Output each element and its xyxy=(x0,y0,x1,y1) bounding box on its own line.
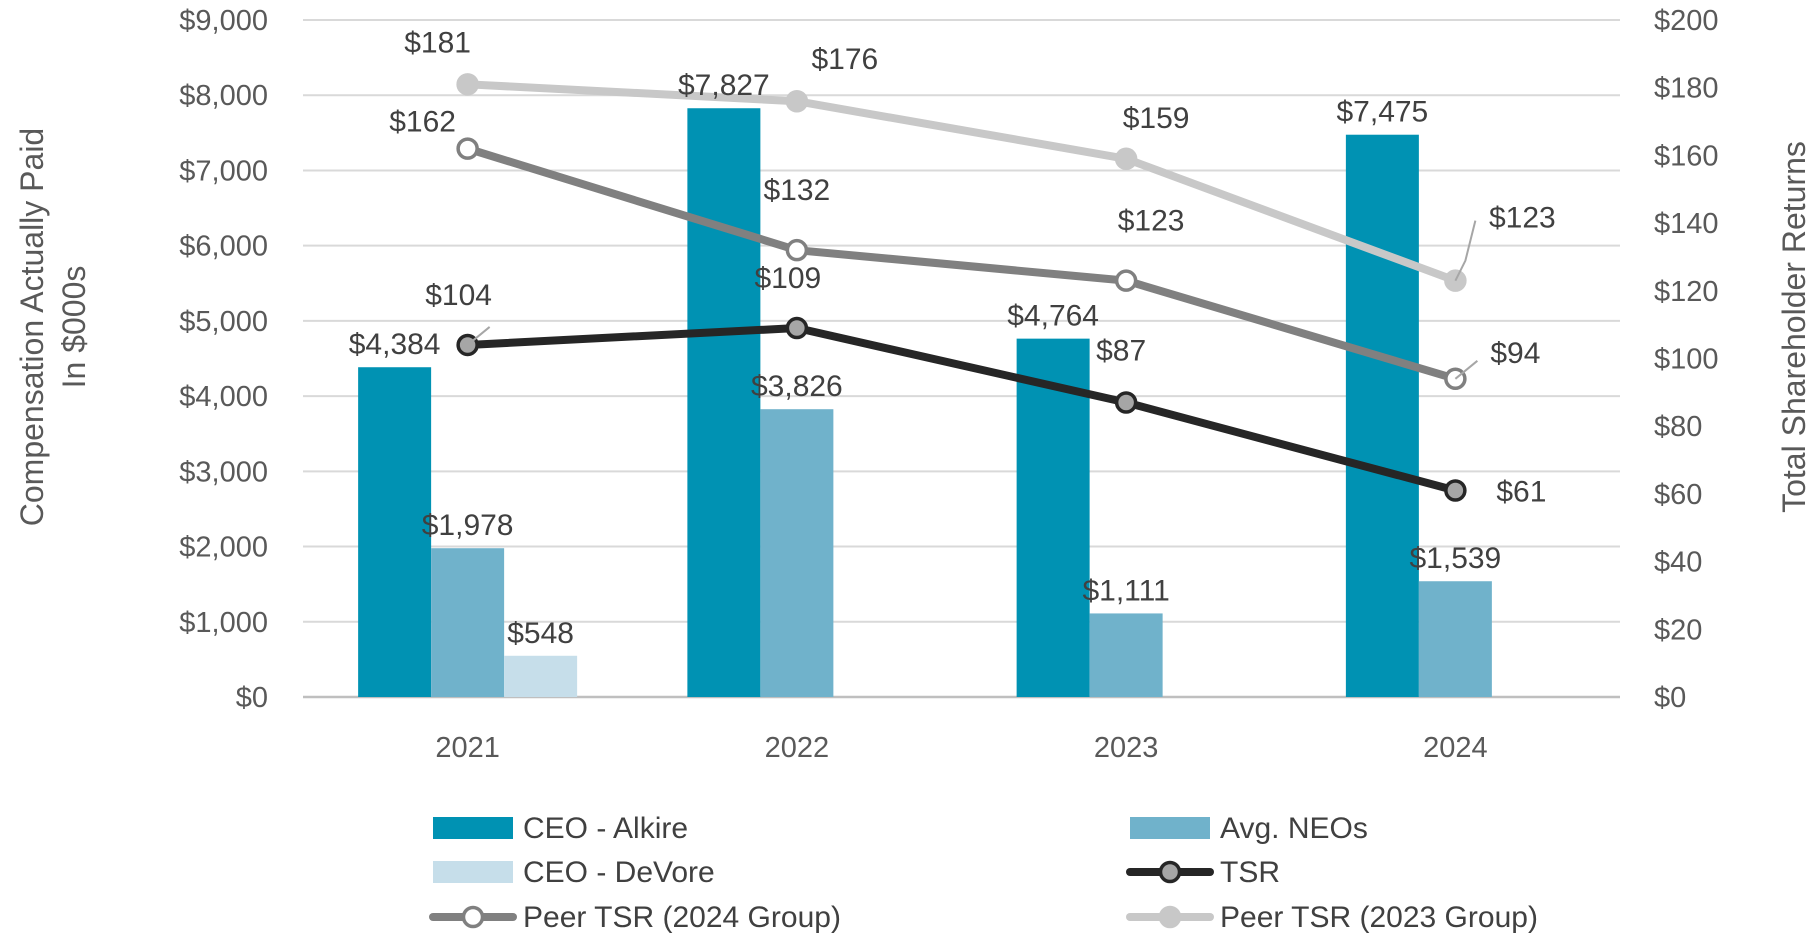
line-peer-tsr-2023-group xyxy=(463,80,1460,285)
line-label-peer-tsr-2024-group-2022: $132 xyxy=(764,174,831,207)
y-tick-label: $9,000 xyxy=(179,5,268,37)
line-label-peer-tsr-2024-group-2021: $162 xyxy=(389,106,456,139)
bar-ceo-alkire-2021 xyxy=(358,367,432,697)
data-labels: $4,384 $7,827 $4,764 $7,475 $1,978 $3,826 $1,1… xyxy=(349,26,1556,649)
marker-tsr-2022 xyxy=(785,316,809,340)
x-axis: 2021 2022 2023 2024 xyxy=(435,732,1487,764)
y-tick-label: $1,000 xyxy=(179,607,268,639)
marker-peer-tsr-2024-group-2022 xyxy=(785,238,809,262)
line-label-tsr-2023: $87 xyxy=(1096,335,1146,368)
bar-label-ceo-alkire-2023: $4,764 xyxy=(1007,300,1099,333)
line-label-tsr-2022: $109 xyxy=(755,262,822,295)
y-axis-title-line1: Compensation Actually Paid xyxy=(14,128,50,526)
legend-label-ceo-alkire: CEO - Alkire xyxy=(523,812,688,845)
bar-label-avg-neos-2022: $3,826 xyxy=(751,370,843,403)
bar-label-avg-neos-2023: $1,111 xyxy=(1082,574,1169,607)
bar-label-ceo-alkire-2021: $4,384 xyxy=(349,328,441,361)
line-label-peer-tsr-2023-group-2021: $181 xyxy=(404,26,471,59)
bars xyxy=(358,108,1492,698)
marker-tsr-2024 xyxy=(1444,479,1467,502)
leader-line xyxy=(1454,360,1479,380)
legend-label-peer-tsr-2023-group: Peer TSR (2023 Group) xyxy=(1220,901,1538,934)
bar-avg-neos-2024 xyxy=(1418,581,1492,697)
legend-swatch-ceo-devore xyxy=(433,861,513,883)
y2-tick-label: $100 xyxy=(1654,344,1719,376)
legend-marker-tsr xyxy=(1158,860,1182,884)
x-tick-label: 2023 xyxy=(1094,732,1159,764)
y-tick-label: $3,000 xyxy=(179,456,268,488)
y2-tick-label: $160 xyxy=(1654,140,1719,172)
y2-axis-title: Total Shareholder Returns xyxy=(1776,141,1812,513)
bar-ceo-alkire-2022 xyxy=(687,108,761,698)
leader-line xyxy=(466,326,491,346)
bar-label-ceo-alkire-2024: $7,475 xyxy=(1336,96,1428,129)
legend-marker-peer-tsr-2024-group xyxy=(461,905,485,929)
y-tick-label: $8,000 xyxy=(179,80,268,112)
y-axis-right: $0 $20 $40 $60 $80 $100 $120 $140 $160 $180 $200 xyxy=(1654,5,1719,714)
line-label-peer-tsr-2023-group-2023: $159 xyxy=(1123,102,1190,135)
line-peer-tsr-2024-group xyxy=(463,144,1460,383)
marker-peer-tsr-2023-group-2021 xyxy=(456,73,479,96)
x-tick-label: 2022 xyxy=(765,732,830,764)
x-tick-label: 2024 xyxy=(1423,732,1488,764)
y2-tick-label: $40 xyxy=(1654,547,1702,579)
marker-tsr-2023 xyxy=(1114,391,1138,414)
y2-tick-label: $0 xyxy=(1654,682,1686,714)
y2-tick-label: $140 xyxy=(1654,208,1719,240)
marker-peer-tsr-2023-group-2023 xyxy=(1114,147,1138,171)
bar-avg-neos-2022 xyxy=(760,409,834,697)
line-label-tsr-2021: $104 xyxy=(425,279,492,312)
y2-tick-label: $20 xyxy=(1654,614,1702,646)
legend-marker-peer-tsr-2023-group xyxy=(1158,905,1182,929)
legend-label-ceo-devore: CEO - DeVore xyxy=(523,856,715,889)
y-tick-label: $2,000 xyxy=(179,532,268,564)
line-label-peer-tsr-2023-group-2022: $176 xyxy=(812,43,879,76)
y2-tick-label: $80 xyxy=(1654,411,1702,443)
legend-swatch-ceo-alkire xyxy=(433,817,513,839)
line-label-peer-tsr-2023-group-2024: $123 xyxy=(1489,202,1556,235)
y2-tick-label: $120 xyxy=(1654,276,1719,308)
line-label-peer-tsr-2024-group-2023: $123 xyxy=(1118,205,1185,238)
x-tick-label: 2021 xyxy=(435,732,500,764)
marker-peer-tsr-2024-group-2023 xyxy=(1114,269,1138,292)
bar-label-avg-neos-2021: $1,978 xyxy=(422,509,514,542)
y2-tick-label: $60 xyxy=(1654,479,1702,511)
y-tick-label: $7,000 xyxy=(179,155,268,187)
bar-avg-neos-2023 xyxy=(1089,613,1163,697)
bar-label-avg-neos-2024: $1,539 xyxy=(1409,542,1501,575)
y-axis-left: $0 $1,000 $2,000 $3,000 $4,000 $5,000 $6,000 $7… xyxy=(179,5,268,714)
legend-label-avg-neos: Avg. NEOs xyxy=(1220,812,1368,845)
gridlines xyxy=(303,19,1620,699)
y-tick-label: $0 xyxy=(236,682,268,714)
legend: CEO - Alkire Avg. NEOs CEO - DeVore TSR Peer… xyxy=(429,812,1538,934)
bar-ceo-alkire-2024 xyxy=(1345,134,1419,698)
line-label-tsr-2024: $61 xyxy=(1496,476,1546,509)
lines xyxy=(456,73,1467,502)
line-label-peer-tsr-2024-group-2024: $94 xyxy=(1490,337,1540,370)
y-tick-label: $6,000 xyxy=(179,231,268,263)
marker-peer-tsr-2024-group-2021 xyxy=(456,137,479,160)
marker-peer-tsr-2023-group-2022 xyxy=(785,89,809,113)
bar-label-ceo-alkire-2022: $7,827 xyxy=(678,69,770,102)
y-tick-label: $4,000 xyxy=(179,381,268,413)
bar-avg-neos-2021 xyxy=(431,548,505,697)
bar-ceo-alkire-2023 xyxy=(1016,338,1090,697)
y-axis-title-line2: In $000s xyxy=(56,266,92,389)
leader-line xyxy=(1454,220,1477,282)
legend-label-tsr: TSR xyxy=(1220,856,1280,889)
bar-ceo-devore-2021 xyxy=(504,655,578,697)
line-tsr xyxy=(463,324,1460,495)
y2-tick-label: $180 xyxy=(1654,73,1719,105)
bar-label-ceo-devore-2021: $548 xyxy=(507,617,574,650)
axis-titles: Compensation Actually Paid In $000s Tota… xyxy=(14,128,1812,526)
y-tick-label: $5,000 xyxy=(179,306,268,338)
y2-tick-label: $200 xyxy=(1654,5,1719,37)
legend-label-peer-tsr-2024-group: Peer TSR (2024 Group) xyxy=(523,901,841,934)
legend-swatch-avg-neos xyxy=(1130,817,1210,839)
